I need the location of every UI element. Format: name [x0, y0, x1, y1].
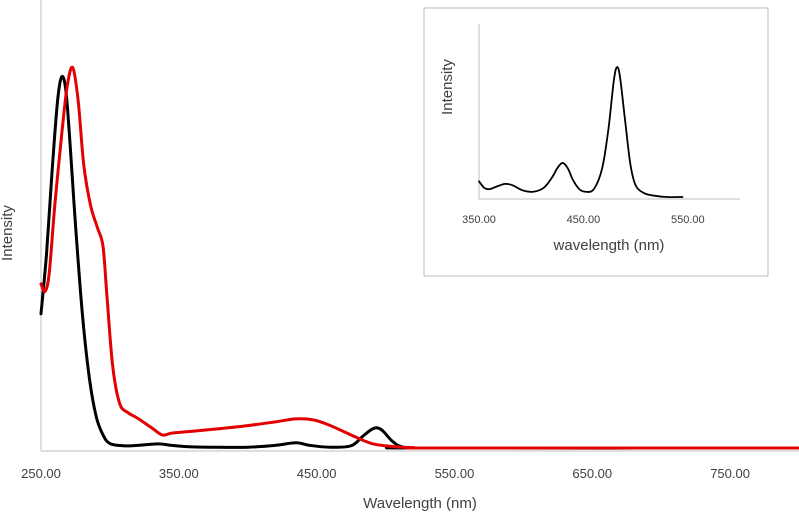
inset-series-group [478, 66, 684, 198]
main-x-ticks: 250.00 350.00 450.00 550.00 650.00 750.00 [21, 466, 750, 481]
main-x-tick-label: 750.00 [710, 466, 750, 481]
inset-x-axis-title: wavelength (nm) [553, 237, 665, 254]
inset-x-tick-label: 550.00 [671, 214, 705, 226]
main-x-tick-label: 250.00 [21, 466, 61, 481]
main-x-tick-label: 350.00 [159, 466, 199, 481]
inset-frame [423, 7, 769, 277]
main-series-line-2 [39, 65, 799, 450]
main-x-tick-label: 550.00 [435, 466, 475, 481]
main-x-tick-label: 450.00 [297, 466, 337, 481]
main-series-group [39, 65, 799, 450]
main-series-line-1 [39, 74, 799, 450]
inset-plot: 350.00 450.00 550.00 wavelength (nm) Inten… [423, 7, 769, 277]
main-x-tick-label: 650.00 [572, 466, 612, 481]
main-x-axis-title: Wavelength (nm) [363, 495, 477, 512]
main-y-axis-title: Intensity [0, 205, 16, 261]
inset-series-line-1 [478, 66, 684, 198]
inset-x-tick-label: 350.00 [462, 214, 496, 226]
inset-y-axis-title: Intensity [439, 59, 456, 115]
inset-x-tick-label: 450.00 [567, 214, 601, 226]
inset-x-ticks: 350.00 450.00 550.00 [462, 214, 704, 226]
